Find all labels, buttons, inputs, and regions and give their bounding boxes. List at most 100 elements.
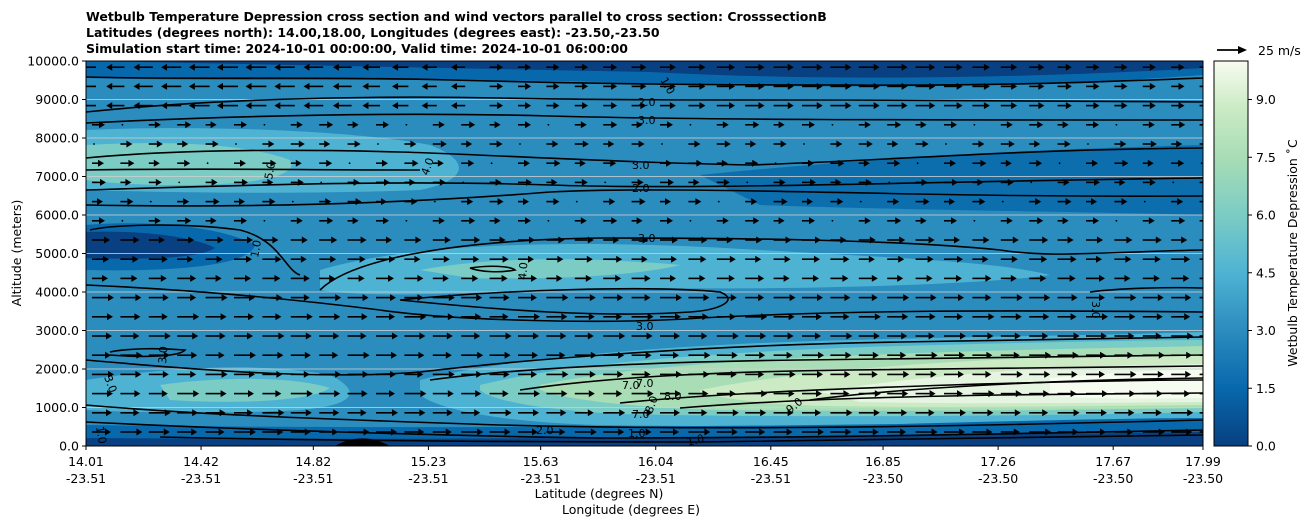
wind-vector-arrow [1142,313,1163,321]
wind-vector-arrow [858,217,871,225]
contour-label: 3.0 [636,320,654,333]
wind-vector-arrow [802,313,822,321]
wind-vector-arrow [461,255,480,263]
wind-vector-arrow [1086,198,1097,206]
wind-vector-arrow [1199,104,1203,107]
wind-vector-arrow [432,390,454,398]
contour-label: 7.0 [632,408,650,421]
wind-vector-arrow [1029,409,1049,417]
wind-vector-arrow [661,143,663,145]
wind-vector-arrow [745,217,760,225]
wind-vector-arrow [290,409,312,417]
wind-vector-arrow [1000,274,1017,282]
wind-vector-arrow [234,236,253,244]
wind-vector-arrow [274,102,295,110]
wind-vector-arrow [377,143,379,145]
wind-vector-arrow [574,370,596,378]
wind-vector-arrow [716,428,738,436]
wind-vector-arrow [773,409,794,417]
wind-vector-arrow [887,313,909,321]
wind-vector-arrow [120,198,134,206]
wind-vector-arrow [274,82,295,90]
wind-vector-arrow [1057,274,1076,282]
wind-vector-arrow [290,178,304,186]
wind-vector-arrow [148,409,171,417]
wind-vector-arrow [887,236,906,244]
wind-vector-arrow [660,102,676,110]
wind-vector-arrow [831,123,834,126]
wind-vector-arrow [546,332,567,340]
wind-vector-arrow [688,332,708,340]
wind-vector-arrow [148,332,171,340]
wind-vector-arrow [188,63,210,71]
wind-vector-arrow [632,162,635,165]
wind-vector-arrow [944,294,964,302]
wind-vector-arrow [830,351,852,359]
x-axis-label-longitude: Longitude (degrees E) [562,502,700,517]
wind-vector-arrow [603,82,618,90]
wind-vector-arrow [1114,198,1128,206]
wind-vector-arrow [489,390,509,398]
wind-vector-arrow [347,390,368,398]
wind-vector-arrow [290,140,305,148]
y-tick-label: 3000.0 [35,323,79,338]
y-tick-label: 0.0 [59,439,79,454]
wind-vector-arrow [1114,370,1137,378]
wind-vector-arrow [1199,335,1203,337]
wind-vector-arrow [518,351,538,359]
wind-vector-arrow [177,274,197,282]
wind-vector-arrow [489,313,509,321]
wind-vector-arrow [773,255,791,263]
wind-vector-arrow [745,121,760,129]
wind-vector-arrow [1086,217,1099,225]
x-tick-label-longitude: -23.51 [636,471,676,486]
wind-vector-arrow [1000,121,1013,129]
wind-vector-arrow [234,390,254,398]
wind-vector-arrow [461,294,483,302]
wind-vector-arrow [290,159,302,167]
wind-vector-arrow [802,159,814,167]
wind-vector-arrow [489,178,502,186]
wind-vector-arrow [858,313,881,321]
wind-vector-arrow [603,140,615,148]
wind-vector-arrow [972,409,994,417]
wind-vector-arrow [1086,63,1100,71]
wind-vector-arrow [1000,217,1013,225]
wind-vector-arrow [773,274,790,282]
wind-vector-arrow [518,63,532,71]
wind-vector-arrow [830,332,853,340]
wind-vector-arrow [944,390,963,398]
wind-vector-arrow [830,294,851,302]
wind-vector-arrow [234,178,248,186]
wind-vector-arrow [773,198,788,206]
wind-vector-arrow [92,159,104,167]
wind-vector-arrow [461,236,481,244]
wind-vector-arrow [1086,409,1107,417]
wind-vector-arrow [972,82,990,90]
wind-vector-arrow [802,294,823,302]
wind-vector-arrow [1171,236,1188,244]
wind-vector-arrow [915,351,938,359]
x-tick-label-longitude: -23.50 [978,471,1018,486]
wind-vector-arrow [688,82,706,90]
wind-vector-arrow [858,274,878,282]
wind-vector-arrow [376,217,389,225]
wind-vector-arrow [319,351,339,359]
wind-vector-arrow [745,198,758,206]
wind-vector-arrow [217,102,238,110]
wind-vector-arrow [234,428,256,436]
wind-vector-arrow [161,82,182,90]
wind-vector-arrow [631,294,651,302]
wind-vector-arrow [773,140,787,148]
y-tick-label: 4000.0 [35,285,79,300]
wind-vector-arrow [319,428,339,436]
wind-vector-arrow [603,294,624,302]
wind-vector-arrow [392,102,409,110]
wind-vector-arrow [1142,370,1164,378]
wind-vector-arrow [319,332,340,340]
wind-vector-arrow [745,332,767,340]
wind-vector-arrow [1142,236,1162,244]
wind-vector-arrow [518,82,532,90]
wind-vector-arrow [1171,63,1185,71]
wind-vector-arrow [631,332,653,340]
